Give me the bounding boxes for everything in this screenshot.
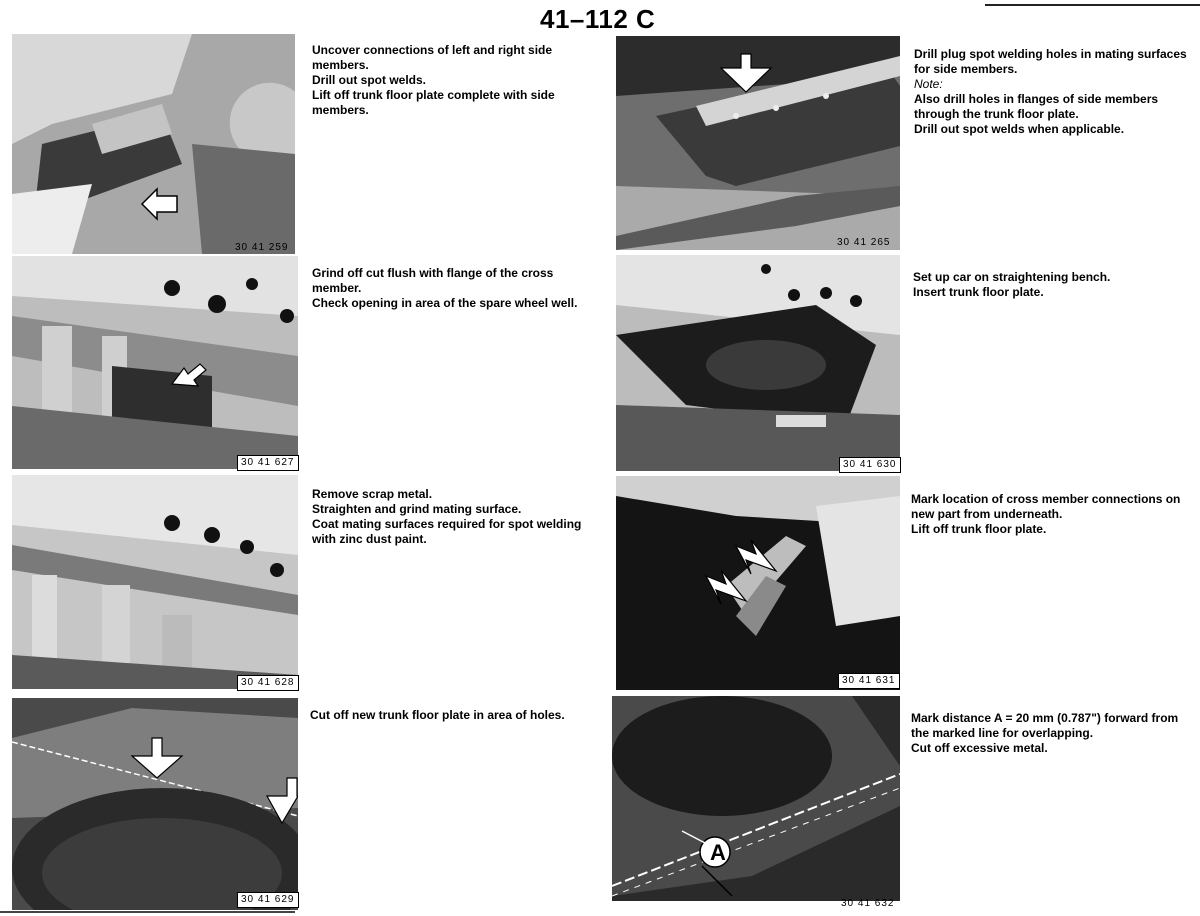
photo-side-member-holes <box>616 36 900 250</box>
step-description: Mark location of cross member connection… <box>911 492 1193 537</box>
step-line: Drill out spot welds when applicable. <box>914 122 1125 136</box>
step-line: Grind off cut flush with flange of the c… <box>312 266 554 295</box>
step-description: Uncover connections of left and right si… <box>312 43 592 118</box>
step-line: Straighten and grind mating surface. <box>312 502 522 516</box>
step-line: Drill out spot welds. <box>312 73 427 87</box>
step-description: Cut off new trunk floor plate in area of… <box>310 708 600 723</box>
step-line: Cut off excessive metal. <box>911 741 1048 755</box>
step-line: Check opening in area of the spare wheel… <box>312 296 578 310</box>
step-description: Remove scrap metal. Straighten and grind… <box>312 487 582 547</box>
figure-number: 30 41 627 <box>237 455 299 471</box>
photo-scrap-metal-removed <box>12 475 298 689</box>
step-line: Set up car on straightening bench. <box>913 270 1111 284</box>
step-description: Drill plug spot welding holes in mating … <box>914 47 1196 137</box>
photo-cross-member-marking <box>616 476 900 690</box>
step-line: Uncover connections of left and right si… <box>312 43 553 72</box>
photo-mark-distance-a <box>612 696 900 901</box>
figure-number: 30 41 628 <box>237 675 299 691</box>
top-rule <box>985 4 1200 6</box>
step-line: Coat mating surfaces required for spot w… <box>312 517 582 546</box>
step-line: Cut off new trunk floor plate in area of… <box>310 708 565 722</box>
step-line: Mark distance A = 20 mm (0.787") forward… <box>911 711 1179 740</box>
figure-number: 30 41 632 <box>841 898 895 909</box>
figure-number: 30 41 631 <box>838 673 900 689</box>
step-description: Mark distance A = 20 mm (0.787") forward… <box>911 711 1197 756</box>
step-line: Lift off trunk floor plate. <box>911 522 1047 536</box>
step-line: Mark location of cross member connection… <box>911 492 1181 521</box>
step-line: Lift off trunk floor plate complete with… <box>312 88 555 117</box>
photo-new-trunk-floor-plate <box>12 698 298 910</box>
step-line: Drill plug spot welding holes in mating … <box>914 47 1187 76</box>
step-line: Insert trunk floor plate. <box>913 285 1044 299</box>
dimension-callout-a: A <box>710 840 726 865</box>
photo-trunk-side-member <box>12 34 295 254</box>
bottom-rule <box>0 911 295 913</box>
photo-straightening-bench <box>616 255 900 471</box>
page-title: 41–112 C <box>540 4 656 34</box>
photo-cross-member-flange <box>12 256 298 469</box>
figure-number: 30 41 629 <box>237 892 299 908</box>
step-description: Grind off cut flush with flange of the c… <box>312 266 582 311</box>
figure-number: 30 41 265 <box>837 237 891 248</box>
figure-number: 30 41 630 <box>839 457 901 473</box>
figure-number: 30 41 259 <box>235 242 289 253</box>
step-line: Remove scrap metal. <box>312 487 433 501</box>
note-label: Note: <box>914 77 943 91</box>
step-line: Also drill holes in flanges of side memb… <box>914 92 1159 121</box>
step-description: Set up car on straightening bench. Inser… <box>913 270 1183 300</box>
